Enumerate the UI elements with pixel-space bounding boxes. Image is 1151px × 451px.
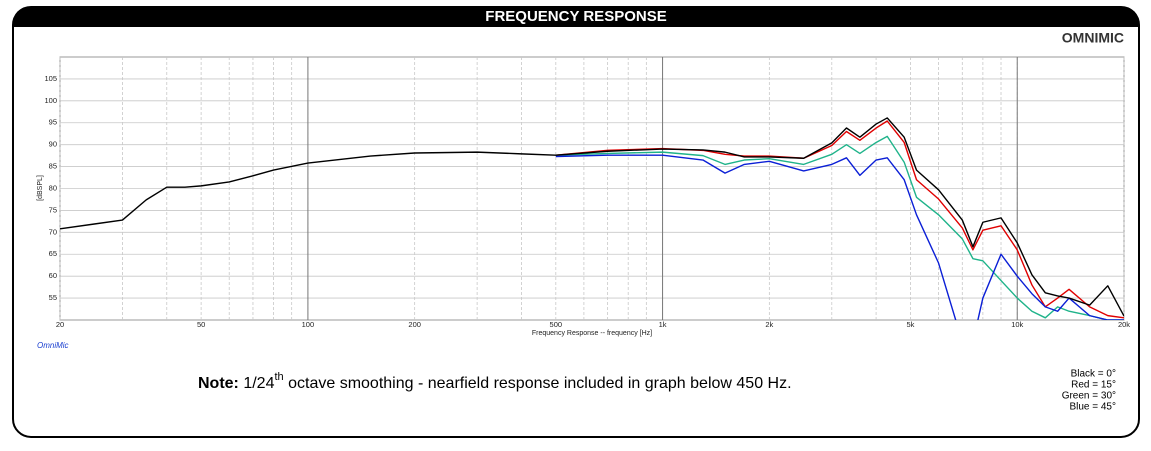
brand: OmniMic — [37, 341, 69, 350]
x-tick-label: 5k — [907, 320, 915, 329]
chart-title: FREQUENCY RESPONSE — [485, 8, 666, 25]
y-tick-label: 95 — [49, 118, 57, 127]
labels: 55 60 65 70 75 80 85 90 95 100 105 20 50 100 200 500 1k 2… — [44, 74, 1130, 329]
title-bar — [13, 7, 1139, 27]
series-line — [555, 135, 1124, 320]
series-line — [555, 154, 1124, 320]
x-axis-label: Frequency Response -- frequency [Hz] — [532, 330, 652, 337]
legend: Black = 0°Red = 15°Green = 30°Blue = 45° — [1062, 369, 1116, 413]
y-tick-label: 80 — [49, 183, 57, 192]
legend-entry: Black = 0° — [1071, 369, 1116, 380]
y-tick-label: 100 — [44, 96, 57, 105]
x-tick-label: 200 — [408, 320, 421, 329]
x-tick-label: 10k — [1011, 320, 1023, 329]
x-tick-label: 20k — [1118, 320, 1130, 329]
legend-entry: Red = 15° — [1071, 380, 1116, 391]
x-tick-label: 2k — [765, 320, 773, 329]
series-line — [60, 117, 1124, 317]
lines — [60, 117, 1124, 320]
legend-entry: Blue = 45° — [1069, 402, 1116, 413]
grid — [59, 57, 1125, 320]
x-tick-label: 20 — [56, 320, 64, 329]
legend-entry: Green = 30° — [1062, 391, 1116, 402]
note-label: Note: — [198, 375, 239, 392]
y-tick-label: 70 — [49, 227, 57, 236]
note-sup: th — [274, 371, 283, 383]
y-tick-label: 85 — [49, 162, 57, 171]
note: Note: 1/24th octave smoothing - nearfiel… — [198, 371, 792, 392]
note-text: octave smoothing - nearfield response in… — [284, 375, 792, 392]
y-tick-label: 75 — [49, 205, 57, 214]
logo: OMNIMIC — [1062, 30, 1124, 46]
y-tick-label: 55 — [49, 293, 57, 302]
x-tick-label: 100 — [302, 320, 315, 329]
x-tick-label: 50 — [197, 320, 205, 329]
y-tick-label: 90 — [49, 140, 57, 149]
y-tick-label: 60 — [49, 271, 57, 280]
y-tick-label: 105 — [44, 74, 57, 83]
y-tick-label: 65 — [49, 249, 57, 258]
x-tick-label: 500 — [550, 320, 563, 329]
x-tick-label: 1k — [659, 320, 667, 329]
note-text: 1/24 — [239, 375, 275, 392]
y-axis-label: [dBSPL] — [37, 175, 44, 201]
